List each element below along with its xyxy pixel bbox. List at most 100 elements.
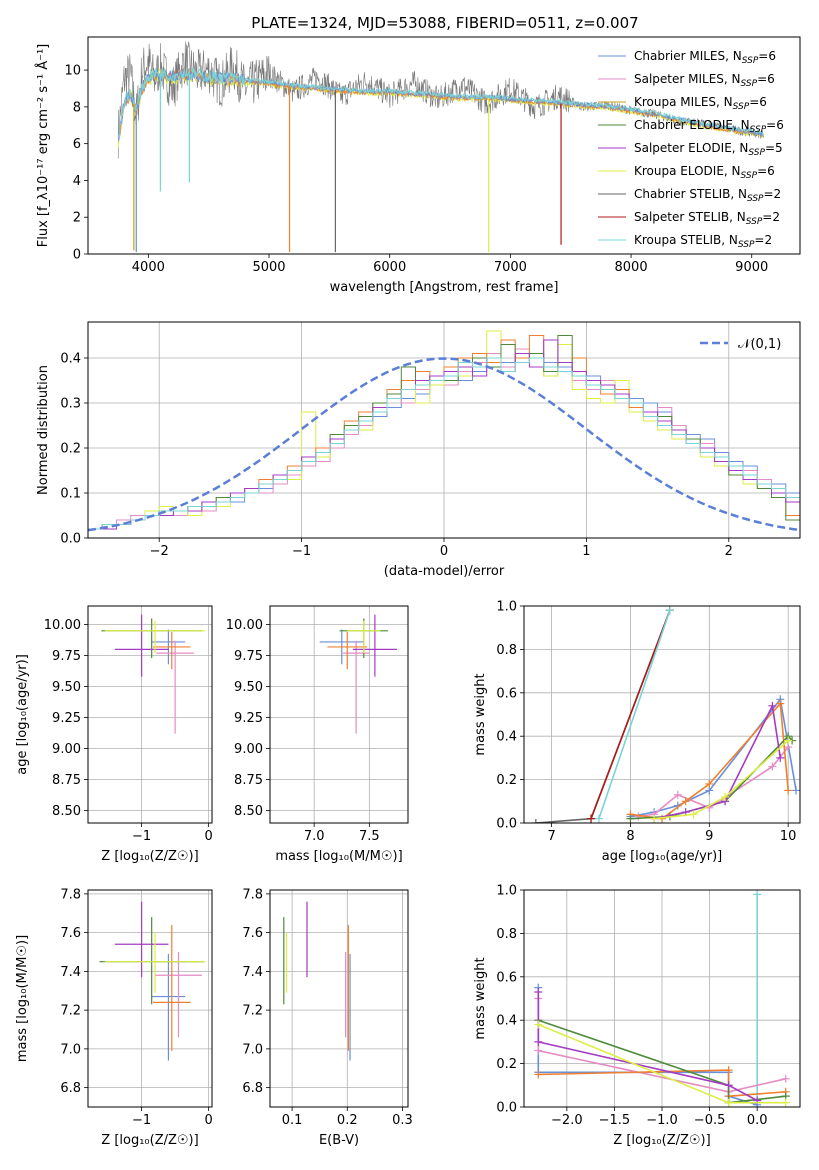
y-tick-label: 0.2 [496, 773, 517, 788]
y-tick-label: 9.75 [234, 649, 263, 664]
y-tick-label: 9.00 [234, 742, 263, 757]
x-tick-label: 4000 [132, 260, 165, 275]
y-tick-label: 1.0 [496, 884, 517, 899]
y-tick-label: 8.75 [52, 773, 81, 788]
y-tick-label: 0.1 [60, 487, 81, 502]
x-tick-label: 0.0 [747, 1113, 768, 1128]
residual-legend: 𝒩(0,1) [700, 337, 781, 352]
axes-frame [269, 605, 409, 824]
weight-series [598, 610, 671, 819]
y-tick-label: 0.4 [60, 352, 81, 367]
errorbar-point [104, 620, 206, 654]
weight-marker [776, 699, 785, 708]
y-tick-label: 7.0 [242, 1042, 263, 1057]
errorbar-point [352, 614, 397, 677]
x-tick-label: 10 [780, 829, 797, 844]
y-tick-label: 0.3 [60, 397, 81, 412]
panel-weight_vs_age: 7 8 9 10 0.0 0.2 0.4 0.6 0.8 1.0 age [log₁₀(age/yr… [473, 600, 801, 864]
axes-frame [523, 889, 801, 1108]
x-tick-label: 9 [705, 829, 713, 844]
y-axis-label: mass weight [473, 957, 488, 1039]
weight-series [638, 746, 789, 818]
x-tick-label: 8000 [615, 260, 648, 275]
errorbar-point [104, 932, 206, 993]
axes-frame [269, 889, 409, 1108]
y-tick-label: 0.2 [60, 442, 81, 457]
x-axis-label: Z [log₁₀(Z/Z☉)] [613, 1133, 710, 1148]
y-axis-label: age [log₁₀(age/yr)] [15, 654, 30, 775]
weight-marker [784, 736, 793, 745]
x-tick-label: 1 [582, 544, 590, 559]
errorbar-point [99, 917, 204, 1005]
axes-frame [523, 605, 801, 824]
x-tick-label: 0.3 [392, 1113, 413, 1128]
weight-marker [534, 1070, 543, 1079]
y-axis-label: Normed distribution [36, 365, 51, 495]
weight-marker [781, 1074, 790, 1083]
axes-frame [87, 321, 801, 539]
spectrum-model-line [117, 67, 764, 139]
weight-marker [724, 1066, 733, 1075]
weight-marker [753, 890, 762, 899]
y-tick-label: 8.75 [234, 773, 263, 788]
weight-series [537, 992, 758, 1102]
y-tick-label: 7.6 [242, 926, 263, 941]
y-tick-label: 0.4 [496, 730, 517, 745]
weight-series [537, 987, 758, 1106]
weight-marker [776, 753, 785, 762]
y-tick-label: 7.2 [60, 1004, 81, 1019]
y-axis-label: mass [log₁₀(M/M☉)] [15, 935, 30, 1062]
y-tick-label: 7.4 [60, 965, 81, 980]
spectrum-legend: Chabrier MILES, NSSP=6 Salpeter MILES, NS… [598, 49, 784, 250]
errorbar-point [327, 632, 368, 670]
y-axis-label: mass weight [473, 673, 488, 755]
legend-entry: Kroupa STELIB, NSSP=2 [634, 233, 772, 250]
y-tick-label: 1.0 [496, 600, 517, 615]
panel-weight_vs_Z: −2.0 −1.5 −1.0 −0.5 0.0 0.0 0.2 0.4 0.6 0.8 1.0 Z [… [473, 884, 801, 1148]
x-tick-label: 0 [205, 1113, 213, 1128]
x-tick-label: −1 [132, 1113, 151, 1128]
x-tick-label: −1 [292, 544, 311, 559]
x-tick-label: −1.0 [646, 1113, 678, 1128]
axes-frame [87, 605, 213, 824]
x-tick-label: −0.5 [694, 1113, 726, 1128]
x-tick-label: 6000 [373, 260, 406, 275]
x-axis-label: Z [log₁₀(Z/Z☉)] [101, 849, 198, 864]
spectrum-model-line [117, 67, 764, 141]
weight-marker [626, 814, 635, 823]
plot-area-age_vs_Z [101, 614, 206, 734]
weight-marker [534, 1020, 543, 1029]
errorbar-point [153, 924, 191, 1051]
weight-marker [650, 814, 659, 823]
plot-area-residuals [88, 330, 800, 532]
errorbar-point [114, 901, 169, 978]
axes-frame [87, 36, 801, 255]
weight-marker [531, 819, 540, 823]
y-tick-label: 6.8 [60, 1081, 81, 1096]
weight-marker [534, 1046, 543, 1055]
legend-entry: Kroupa MILES, NSSP=6 [634, 95, 767, 112]
plot-area-spectrum [117, 41, 764, 253]
y-tick-label: 7.4 [242, 965, 263, 980]
y-tick-label: 9.25 [234, 711, 263, 726]
weight-marker [705, 779, 714, 788]
weight-marker [792, 786, 800, 795]
legend-entry: Salpeter ELODIE, NSSP=5 [634, 141, 783, 158]
errorbar-point [347, 620, 381, 654]
weight-marker [689, 810, 698, 819]
y-tick-label: 7.8 [242, 887, 263, 902]
weight-marker [724, 1098, 733, 1107]
legend-entry: Kroupa ELODIE, NSSP=6 [634, 164, 775, 181]
x-tick-label: 5000 [252, 260, 285, 275]
y-tick-label: 8 [73, 100, 81, 115]
y-tick-label: 0.4 [496, 1014, 517, 1029]
x-tick-label: −1 [132, 829, 151, 844]
y-tick-label: 0.6 [496, 686, 517, 701]
y-axis-label: Flux [f_λ10⁻¹⁷ erg cm⁻² s⁻¹ Å⁻¹] [35, 44, 51, 248]
weight-marker [673, 790, 682, 799]
y-tick-label: 8.50 [234, 804, 263, 819]
errorbar-point [151, 953, 186, 1061]
x-tick-label: 0.1 [282, 1113, 303, 1128]
y-tick-label: 9.00 [52, 742, 81, 757]
